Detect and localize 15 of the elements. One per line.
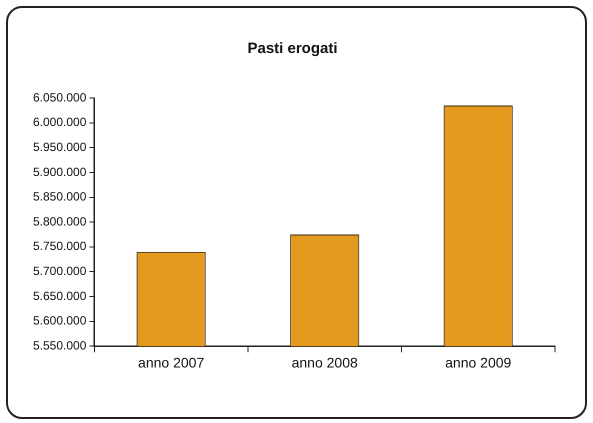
x-tick-label: anno 2008 <box>292 354 358 370</box>
y-tick-label: 5.600.000 <box>32 314 87 328</box>
y-tick-label: 5.700.000 <box>32 264 87 278</box>
y-tick-label: 5.750.000 <box>32 239 87 254</box>
y-tick-label: 5.550.000 <box>32 338 87 353</box>
y-tick-label: 5.950.000 <box>32 140 87 154</box>
chart-title: Pasti erogati <box>247 40 338 58</box>
y-tick-label: 5.800.000 <box>32 214 87 228</box>
x-tick-label: anno 2007 <box>138 354 204 370</box>
y-tick-label: 5.850.000 <box>32 190 87 204</box>
y-tick-label: 6.050.000 <box>32 90 87 104</box>
y-tick-label: 6.000.000 <box>32 115 87 130</box>
y-tick-label: 5.900.000 <box>32 164 87 179</box>
x-tick-label: anno 2009 <box>445 354 512 370</box>
y-tick-label: 5.650.000 <box>32 288 87 303</box>
